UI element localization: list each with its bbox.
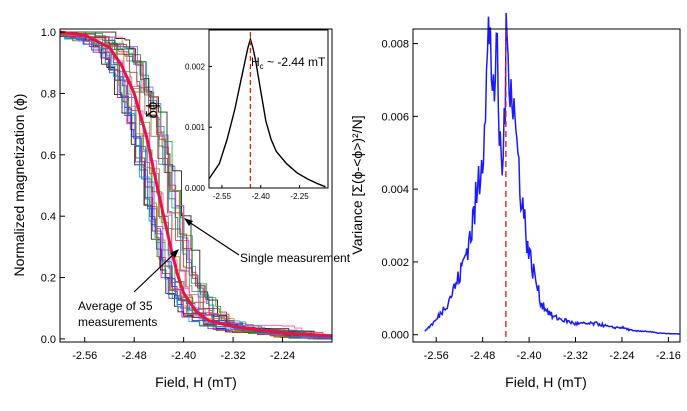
right-xtick-label: -2.16 xyxy=(656,350,681,362)
variance-curve xyxy=(424,12,681,335)
inset-ytick-label: 0.002 xyxy=(185,62,206,71)
left-ytick-label: 0.4 xyxy=(41,211,56,223)
right-ytick-label: 0.006 xyxy=(381,111,409,123)
left-chart: -2.56 -2.48 -2.40 -2.32 -2.24 0.00.20.40.60.… xyxy=(11,27,351,390)
left-xtick-label: -2.56 xyxy=(72,350,97,362)
single-measurement-arrowhead xyxy=(184,218,193,226)
left-xtick-label: -2.32 xyxy=(221,350,246,362)
inset-y-ticks: 0.000 0.001 0.002 xyxy=(185,62,212,193)
inset-background xyxy=(209,30,328,188)
right-xtick-label: -2.56 xyxy=(424,350,449,362)
left-ytick-label: 0.6 xyxy=(41,150,56,162)
right-chart: -2.56 -2.48 -2.40 -2.32 -2.24 -2.16 0.0000.00… xyxy=(349,12,681,390)
single-measurement-arrow-line xyxy=(185,219,240,256)
left-xtick-label: -2.24 xyxy=(270,350,295,362)
inset-xtick-label: -2.40 xyxy=(252,192,271,201)
inset-xtick-label: -2.55 xyxy=(213,192,232,201)
inset-variance-curve xyxy=(208,36,326,188)
right-ytick-label: 0.002 xyxy=(381,257,409,269)
right-xtick-label: -2.40 xyxy=(517,350,542,362)
left-xtick-label: -2.48 xyxy=(122,350,147,362)
right-y-axis-label: Variance [Σ(ϕ-<ϕ>)²/N] xyxy=(349,115,365,254)
average-arrowhead xyxy=(170,249,179,258)
right-plot-area xyxy=(424,12,681,342)
inset-xtick-label: -2.25 xyxy=(290,192,309,201)
single-measurement-trace xyxy=(60,31,332,338)
inset-ytick-label: 0.000 xyxy=(185,184,206,193)
left-ytick-label: 0.0 xyxy=(41,334,56,346)
inset-x-ticks: -2.55 -2.40 -2.25 xyxy=(213,185,309,201)
left-plot-area xyxy=(59,30,333,340)
left-ytick-label: 1.0 xyxy=(41,27,56,39)
inset-axes-frame xyxy=(208,29,329,189)
left-xtick-label: -2.40 xyxy=(171,350,196,362)
inset-plot-area xyxy=(208,32,326,188)
inset-hc-subscript: c xyxy=(260,62,264,71)
right-xtick-label: -2.32 xyxy=(563,350,588,362)
right-ytick-label: 0.008 xyxy=(381,39,409,51)
inset-critical-field-label: Hc ~ -2.44 mT xyxy=(251,55,326,71)
right-x-axis-label: Field, H (mT) xyxy=(505,374,587,390)
left-axes-frame xyxy=(59,28,333,343)
right-x-ticks: -2.56 -2.48 -2.40 -2.32 -2.24 -2.16 xyxy=(424,337,681,362)
left-x-ticks: -2.56 -2.48 -2.40 -2.32 -2.24 xyxy=(72,337,295,362)
right-y-ticks: 0.000 0.002 0.004 0.006 0.008 xyxy=(381,39,418,342)
average-label-line2: measurements xyxy=(78,315,157,329)
left-y-ticks: 0.0 0.2 0.4 0.6 0.8 1.0 xyxy=(41,27,65,346)
average-curve xyxy=(59,30,333,338)
inset-hc-value: ~ -2.44 mT xyxy=(264,55,326,69)
right-axes-frame xyxy=(412,28,681,343)
left-ytick-label: 0.2 xyxy=(41,273,56,285)
right-ytick-label: 0.000 xyxy=(381,330,409,342)
right-xtick-label: -2.48 xyxy=(470,350,495,362)
left-y-axis-label: Normalized magnetization (ϕ) xyxy=(11,94,27,277)
inset-chart: -2.55 -2.40 -2.25 0.000 0.001 0.002 δϕ Hc ~ … xyxy=(144,29,329,201)
right-xtick-label: -2.24 xyxy=(609,350,634,362)
left-ytick-label: 0.8 xyxy=(41,88,56,100)
right-ytick-label: 0.004 xyxy=(381,184,409,196)
average-label-line1: Average of 35 xyxy=(78,299,153,313)
inset-ytick-label: 0.001 xyxy=(185,123,206,132)
single-measurement-label: Single measurement xyxy=(240,251,351,265)
inset-y-axis-label: δϕ xyxy=(144,102,161,119)
left-x-axis-label: Field, H (mT) xyxy=(155,374,237,390)
inset-hc-symbol: H xyxy=(251,55,260,69)
average-arrow-line xyxy=(133,251,177,293)
